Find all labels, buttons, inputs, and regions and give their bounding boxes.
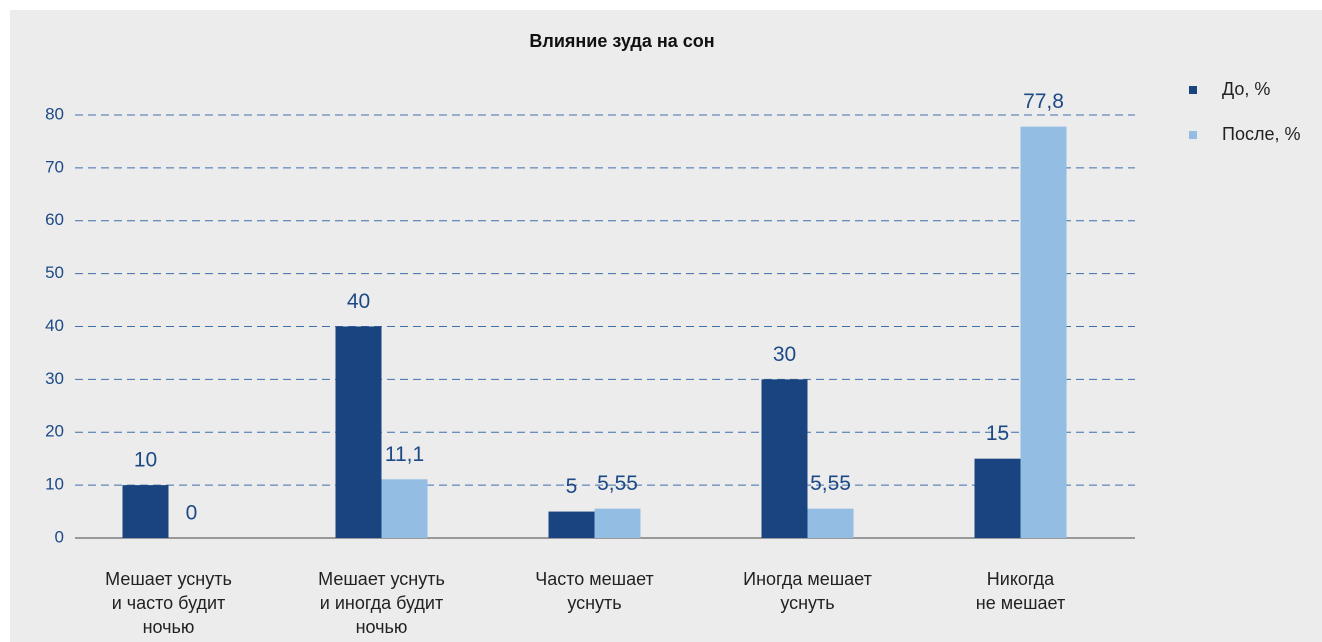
legend-label: До, % (1222, 79, 1270, 99)
value-label: 5 (566, 475, 578, 498)
legend-swatch (1189, 86, 1197, 94)
bar (974, 458, 1021, 538)
y-tick-label: 10 (45, 475, 64, 494)
value-label: 77,8 (1023, 90, 1064, 113)
legend-swatch (1189, 131, 1197, 139)
value-label: 0 (186, 502, 198, 525)
bar (1020, 126, 1067, 538)
y-tick-label: 20 (45, 422, 64, 441)
y-tick-label: 70 (45, 157, 64, 176)
legend-label: После, % (1222, 124, 1300, 144)
value-label: 10 (134, 449, 157, 472)
bar (761, 379, 808, 538)
x-tick-label: Часто мешает уснуть (535, 569, 654, 613)
value-label: 40 (347, 290, 370, 313)
y-tick-label: 50 (45, 263, 64, 282)
value-label: 30 (773, 343, 796, 366)
y-tick-label: 0 (55, 527, 64, 546)
bar (122, 485, 169, 538)
value-label: 5,55 (597, 472, 638, 495)
x-tick-label: Мешает уснуть и часто будит ночью (105, 569, 232, 637)
y-tick-label: 60 (45, 210, 64, 229)
bar (381, 479, 428, 538)
value-label: 15 (986, 422, 1009, 445)
x-tick-label: Никогда не мешает (976, 569, 1065, 613)
y-tick-label: 40 (45, 316, 64, 335)
bar (807, 508, 854, 538)
bar (594, 508, 641, 538)
bar (335, 326, 382, 538)
x-tick-label: Иногда мешает уснуть (743, 569, 872, 613)
y-tick-label: 80 (45, 104, 64, 123)
y-tick-label: 30 (45, 369, 64, 388)
value-label: 11,1 (385, 443, 424, 466)
x-tick-label: Мешает уснуть и иногда будит ночью (318, 569, 445, 637)
chart-title: Влияние зуда на сон (529, 31, 714, 51)
bar (548, 511, 595, 538)
value-label: 5,55 (810, 472, 851, 495)
